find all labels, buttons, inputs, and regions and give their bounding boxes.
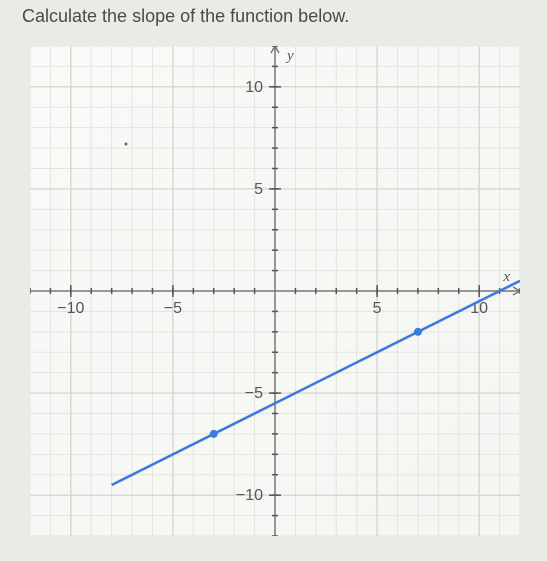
x-axis-label: x bbox=[502, 269, 510, 285]
x-tick-label: −5 bbox=[164, 300, 182, 317]
question-prompt: Calculate the slope of the function belo… bbox=[22, 6, 349, 27]
coordinate-plane-chart: −10−5510−10−5510yx bbox=[30, 46, 520, 536]
x-tick-label: 5 bbox=[373, 300, 382, 317]
y-tick-label: −10 bbox=[236, 487, 263, 504]
line-point-marker bbox=[414, 328, 422, 336]
x-tick-label: −10 bbox=[57, 300, 84, 317]
y-tick-label: 10 bbox=[245, 79, 263, 96]
stray-dot bbox=[124, 143, 127, 146]
question-container: Calculate the slope of the function belo… bbox=[0, 0, 547, 561]
y-tick-label: 5 bbox=[254, 181, 263, 198]
y-tick-label: −5 bbox=[245, 385, 263, 402]
chart-svg: −10−5510−10−5510yx bbox=[30, 46, 520, 536]
y-axis-label: y bbox=[285, 48, 294, 64]
line-point-marker bbox=[210, 430, 218, 438]
